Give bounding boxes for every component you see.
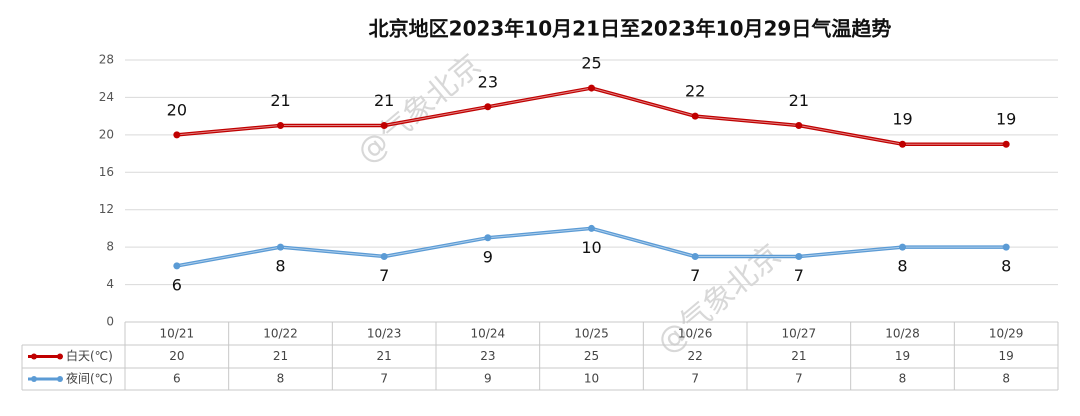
- legend-marker: [31, 376, 37, 382]
- data-label: 8: [897, 257, 907, 276]
- y-tick-label: 8: [106, 240, 114, 254]
- table-value: 21: [377, 349, 392, 363]
- data-label: 19: [892, 110, 912, 129]
- legend-marker: [57, 353, 63, 360]
- point: [277, 122, 284, 129]
- x-tick-label: 10/23: [367, 327, 402, 341]
- data-label: 21: [789, 91, 809, 110]
- x-tick-label: 10/28: [885, 327, 920, 341]
- data-label: 21: [374, 91, 394, 110]
- data-label: 22: [685, 82, 705, 101]
- table-value: 7: [380, 372, 388, 386]
- table-value: 8: [277, 372, 285, 386]
- y-tick-label: 24: [99, 90, 114, 104]
- point: [691, 253, 699, 260]
- data-label: 7: [794, 266, 804, 285]
- y-tick-label: 0: [106, 315, 114, 329]
- point: [484, 103, 492, 111]
- x-tick-label: 10/29: [989, 327, 1024, 341]
- point: [795, 122, 803, 129]
- legend-label: 夜间(℃): [66, 371, 113, 386]
- table-value: 7: [795, 372, 803, 386]
- point: [1002, 140, 1010, 148]
- table-value: 21: [273, 349, 288, 363]
- table-value: 21: [791, 349, 806, 363]
- data-label: 8: [1001, 257, 1011, 276]
- data-label: 25: [581, 54, 601, 73]
- data-label: 23: [478, 72, 498, 91]
- table-value: 10: [584, 372, 599, 386]
- point: [173, 262, 181, 270]
- point: [588, 224, 595, 232]
- point: [380, 122, 388, 129]
- chart-title: 北京地区2023年10月21日至2023年10月29日气温趋势: [369, 17, 892, 41]
- table-value: 22: [688, 349, 703, 363]
- point: [795, 253, 803, 260]
- data-label: 19: [996, 110, 1016, 129]
- table-value: 8: [1002, 372, 1010, 386]
- table-value: 20: [169, 349, 184, 363]
- point: [1002, 243, 1010, 251]
- point: [691, 112, 699, 120]
- table-value: 9: [484, 372, 492, 386]
- y-tick-label: 28: [99, 53, 114, 67]
- point: [899, 140, 906, 148]
- x-tick-label: 10/25: [574, 327, 609, 341]
- table-value: 23: [480, 349, 495, 363]
- x-tick-label: 10/26: [678, 327, 713, 341]
- legend-marker: [31, 353, 37, 360]
- data-label: 8: [275, 257, 285, 276]
- data-label: 10: [581, 238, 601, 257]
- point: [380, 253, 388, 260]
- table-value: 8: [899, 372, 907, 386]
- table-value: 19: [895, 349, 910, 363]
- data-label: 6: [172, 275, 182, 294]
- point: [277, 243, 284, 251]
- data-label: 21: [270, 91, 290, 110]
- table-value: 6: [173, 372, 181, 386]
- legend-marker: [57, 376, 63, 382]
- table-value: 7: [691, 372, 699, 386]
- x-tick-label: 10/22: [263, 327, 298, 341]
- point: [899, 243, 906, 251]
- legend-label: 白天(℃): [66, 348, 113, 363]
- data-label: 20: [167, 100, 187, 119]
- point: [484, 234, 492, 242]
- table-value: 25: [584, 349, 599, 363]
- x-tick-label: 10/27: [782, 327, 817, 341]
- point: [588, 84, 595, 92]
- y-tick-label: 20: [99, 127, 114, 141]
- data-label: 7: [379, 266, 389, 285]
- point: [173, 131, 181, 139]
- data-label: 7: [690, 266, 700, 285]
- data-label: 9: [483, 247, 493, 266]
- y-tick-label: 12: [99, 202, 114, 216]
- y-tick-label: 4: [106, 277, 114, 291]
- y-tick-label: 16: [99, 165, 114, 179]
- x-tick-label: 10/24: [471, 327, 506, 341]
- x-tick-label: 10/21: [160, 327, 195, 341]
- table-value: 19: [999, 349, 1014, 363]
